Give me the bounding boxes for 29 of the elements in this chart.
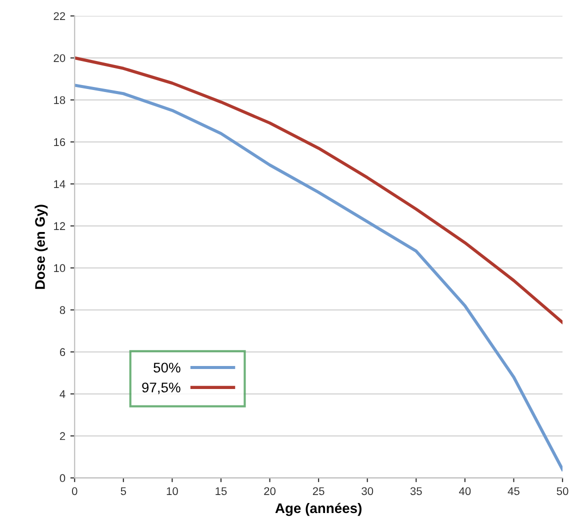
y-tick-label: 16	[54, 138, 66, 146]
x-tick-label: 25	[312, 487, 324, 496]
legend-label: 50%	[154, 362, 180, 373]
y-tick-label: 4	[60, 390, 66, 398]
y-tick-label: 14	[54, 180, 66, 188]
y-tick-label: 6	[60, 348, 66, 356]
x-tick-label: 20	[264, 487, 276, 496]
legend-label: 97,5%	[142, 382, 180, 394]
y-tick-label: 8	[60, 306, 66, 314]
x-tick-label: 30	[362, 487, 374, 496]
line-series	[74, 56, 563, 324]
x-axis-title: Age (années)	[275, 502, 362, 516]
y-tick-label: 22	[54, 12, 66, 20]
x-tick-label: 35	[410, 487, 422, 496]
x-tick-label: 5	[120, 487, 126, 496]
x-tick-label: 0	[72, 487, 78, 496]
x-tick-label: 40	[459, 487, 471, 496]
y-axis-title: Dose (en Gy)	[34, 204, 48, 289]
x-tick-label: 50	[556, 487, 568, 496]
y-tick-label: 20	[54, 54, 66, 62]
y-tick-label: 0	[60, 474, 66, 482]
y-tick-label: 2	[60, 432, 66, 440]
line-series	[74, 84, 563, 472]
y-tick-label: 12	[54, 222, 66, 230]
y-tick-label: 10	[54, 264, 66, 272]
x-tick-label: 10	[166, 487, 178, 496]
y-tick-label: 18	[54, 96, 66, 104]
x-tick-label: 15	[216, 487, 227, 496]
x-tick-label: 45	[508, 487, 520, 496]
